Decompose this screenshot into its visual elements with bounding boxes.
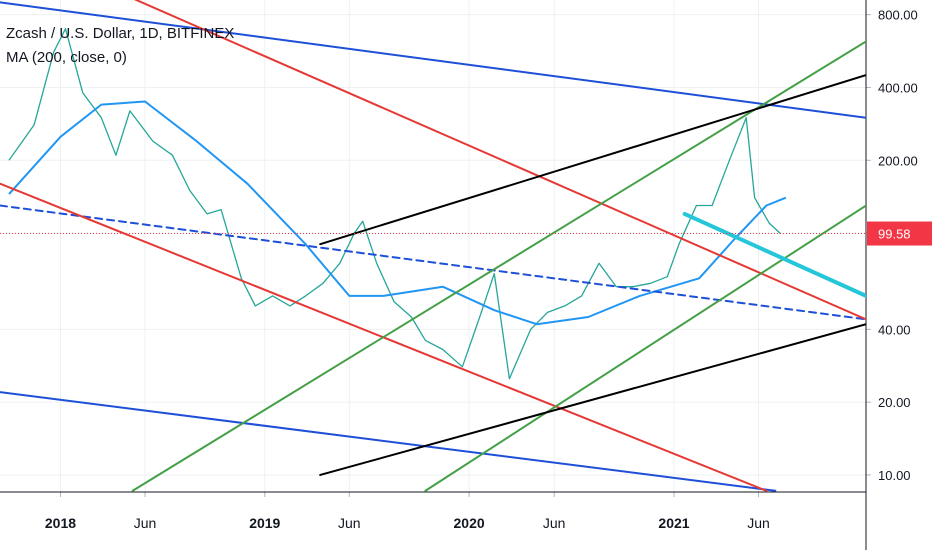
x-tick-label: 2021 bbox=[658, 515, 689, 531]
trend-line bbox=[133, 0, 866, 321]
x-tick-label: Jun bbox=[338, 515, 361, 531]
x-tick-label: Jun bbox=[134, 515, 157, 531]
y-tick-label: 40.00 bbox=[878, 322, 911, 337]
trend-line bbox=[424, 204, 866, 492]
x-tick-label: 2019 bbox=[249, 515, 280, 531]
trend-line bbox=[319, 323, 866, 476]
moving-average-line bbox=[8, 100, 787, 326]
trend-line bbox=[0, 1, 866, 119]
trend-line bbox=[0, 391, 777, 492]
y-tick-label: 400.00 bbox=[878, 80, 918, 95]
y-tick-label: 200.00 bbox=[878, 153, 918, 168]
legend: Zcash / U.S. Dollar, 1D, BITFINEX MA (20… bbox=[6, 22, 234, 70]
indicator-label: MA (200, close, 0) bbox=[6, 49, 127, 66]
last-price-label: 99.58 bbox=[878, 227, 911, 242]
x-tick-label: Jun bbox=[543, 515, 566, 531]
trend-line bbox=[0, 204, 866, 321]
x-tick-label: Jun bbox=[747, 515, 770, 531]
y-tick-label: 800.00 bbox=[878, 8, 918, 23]
price-series-line bbox=[8, 28, 781, 380]
last-price-badge bbox=[867, 221, 932, 246]
trend-line bbox=[131, 40, 866, 492]
x-tick-label: 2020 bbox=[454, 515, 485, 531]
x-tick-label: 2018 bbox=[45, 515, 76, 531]
trend-line bbox=[682, 211, 866, 298]
y-tick-label: 20.00 bbox=[878, 395, 911, 410]
plot-area bbox=[0, 0, 866, 492]
y-tick-label: 10.00 bbox=[878, 468, 911, 483]
trend-line bbox=[319, 74, 866, 246]
chart-title: Zcash / U.S. Dollar, 1D, BITFINEX bbox=[6, 25, 235, 42]
